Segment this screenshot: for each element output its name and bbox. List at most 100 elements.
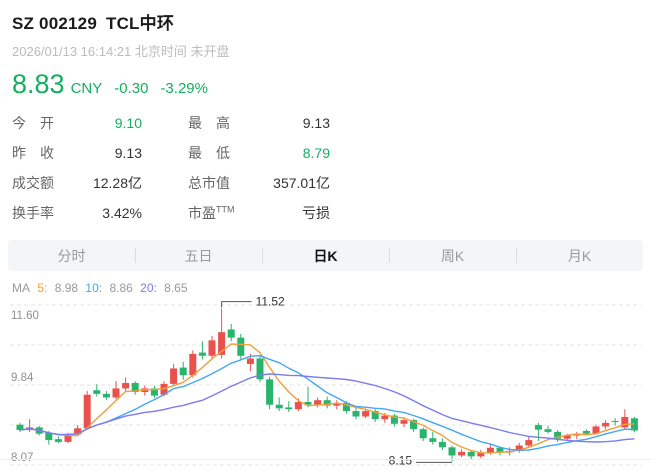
candle-body bbox=[621, 416, 629, 428]
candle-body bbox=[45, 432, 53, 441]
price-row: 8.83 CNY -0.30 -3.29% bbox=[12, 69, 639, 100]
candle-body bbox=[448, 447, 456, 456]
candle-body bbox=[429, 438, 437, 442]
candle-body bbox=[314, 400, 322, 405]
stat-value-high: 9.13 bbox=[302, 115, 330, 131]
pe-label-sup: TTM bbox=[216, 204, 235, 215]
candle-body bbox=[294, 401, 302, 410]
candle-body bbox=[208, 340, 216, 356]
stat-value-open: 9.10 bbox=[114, 115, 142, 131]
stat-value-low: 8.79 bbox=[302, 145, 330, 161]
tab-realtime[interactable]: 分时 bbox=[57, 247, 86, 264]
stock-code: SZ 002129 bbox=[12, 14, 97, 33]
stat-value-turnover-rate: 3.42% bbox=[102, 205, 142, 221]
y-axis-label: 11.60 bbox=[11, 310, 39, 322]
high-annotation-line bbox=[221, 301, 252, 308]
high-annotation-label: 11.52 bbox=[256, 297, 285, 309]
candle-body bbox=[74, 428, 82, 435]
stat-label-turnover-rate: 换手率 bbox=[12, 205, 54, 221]
chart-area: 11.528.1511.609.848.072025-112025-122026… bbox=[8, 295, 643, 469]
candle-body bbox=[554, 431, 562, 439]
candle-body bbox=[112, 388, 120, 398]
candle-body bbox=[179, 367, 187, 376]
stat-label-pe-ttm: 市盈TTM bbox=[188, 203, 258, 223]
ma20-value: 8.65 bbox=[164, 281, 188, 295]
currency-label: CNY bbox=[70, 80, 103, 97]
ma5-label: 5: bbox=[37, 281, 48, 295]
current-price: 8.83 bbox=[12, 69, 65, 99]
candle-body bbox=[410, 420, 418, 430]
pe-label-text: 市盈 bbox=[188, 205, 216, 221]
candle-body bbox=[390, 415, 398, 424]
price-change: -0.30 bbox=[114, 80, 149, 97]
candle-body bbox=[285, 407, 293, 410]
candle-body bbox=[544, 429, 552, 432]
candle-body bbox=[160, 383, 168, 395]
low-annotation-label: 8.15 bbox=[389, 453, 413, 467]
stat-label-high: 最 高 bbox=[188, 115, 230, 131]
candle-body bbox=[563, 435, 571, 439]
candle-body bbox=[122, 382, 130, 389]
candle-body bbox=[371, 411, 379, 420]
candle-body bbox=[458, 451, 466, 456]
page-title: SZ 002129 TCL中环 bbox=[12, 9, 639, 34]
y-axis-label: 8.07 bbox=[11, 452, 33, 464]
candle-body bbox=[362, 411, 370, 417]
candle-body bbox=[256, 358, 264, 380]
candle-body bbox=[189, 353, 197, 376]
stat-label-turnover: 成交额 bbox=[12, 175, 54, 191]
period-tabbar: 分时 五日 日K 周K 月K bbox=[8, 240, 643, 271]
candle-body bbox=[333, 402, 341, 406]
tab-5day[interactable]: 五日 bbox=[135, 240, 262, 271]
candle-body bbox=[534, 425, 542, 430]
candle-body bbox=[573, 434, 581, 436]
ma5-line bbox=[19, 343, 635, 454]
candle-body bbox=[93, 390, 101, 394]
stats-table: 今 开 9.10 最 高 9.13 昨 收 9.13 最 低 8.79 成交额 … bbox=[12, 113, 639, 223]
ma-legend: MA 5: 8.98 10: 8.86 20: 8.65 bbox=[12, 281, 651, 295]
candle-body bbox=[438, 441, 446, 448]
candle-body bbox=[525, 440, 533, 446]
candle-body bbox=[582, 431, 590, 434]
price-change-percent: -3.29% bbox=[160, 80, 208, 97]
candle-body bbox=[611, 421, 619, 423]
stock-name: TCL中环 bbox=[105, 14, 175, 33]
stat-value-pe-ttm: 亏损 bbox=[302, 205, 330, 221]
candle-body bbox=[64, 434, 72, 442]
y-axis-label: 9.84 bbox=[11, 372, 34, 384]
candle-body bbox=[218, 332, 226, 355]
candle-body bbox=[602, 422, 610, 427]
candle-body bbox=[16, 424, 24, 431]
candle-body bbox=[266, 379, 274, 405]
tab-weekly-k[interactable]: 周K bbox=[389, 240, 516, 271]
candle-body bbox=[304, 401, 312, 405]
stat-label-market-cap: 总市值 bbox=[188, 175, 230, 191]
bottom-divider bbox=[0, 459, 651, 460]
stat-value-prev-close: 9.13 bbox=[114, 145, 142, 161]
candle-body bbox=[246, 358, 254, 364]
stat-label-open: 今 开 bbox=[12, 115, 54, 131]
tab-monthly-k[interactable]: 月K bbox=[516, 240, 643, 271]
candle-body bbox=[170, 368, 178, 384]
candle-body bbox=[237, 337, 245, 356]
quote-timestamp: 2026/01/13 16:14:21 北京时间 未开盘 bbox=[12, 44, 230, 59]
candle-body bbox=[400, 420, 408, 424]
ma10-label: 10: bbox=[85, 281, 103, 295]
ma10-value: 8.86 bbox=[109, 281, 133, 295]
candle-body bbox=[477, 452, 485, 457]
ma-prefix: MA bbox=[12, 281, 30, 295]
stat-label-prev-close: 昨 收 bbox=[12, 145, 54, 161]
ma5-value: 8.98 bbox=[54, 281, 79, 295]
candle-body bbox=[342, 402, 350, 412]
ma10-line bbox=[19, 355, 635, 451]
candle-body bbox=[592, 426, 600, 434]
tab-daily-k[interactable]: 日K bbox=[262, 240, 389, 271]
candle-body bbox=[419, 429, 427, 439]
candlestick-chart[interactable]: 11.528.1511.609.848.072025-112025-122026… bbox=[8, 295, 643, 469]
candle-body bbox=[467, 451, 475, 457]
candle-body bbox=[198, 352, 206, 356]
ma20-line bbox=[19, 373, 635, 443]
candle-body bbox=[486, 447, 494, 453]
candle-body bbox=[227, 329, 235, 338]
